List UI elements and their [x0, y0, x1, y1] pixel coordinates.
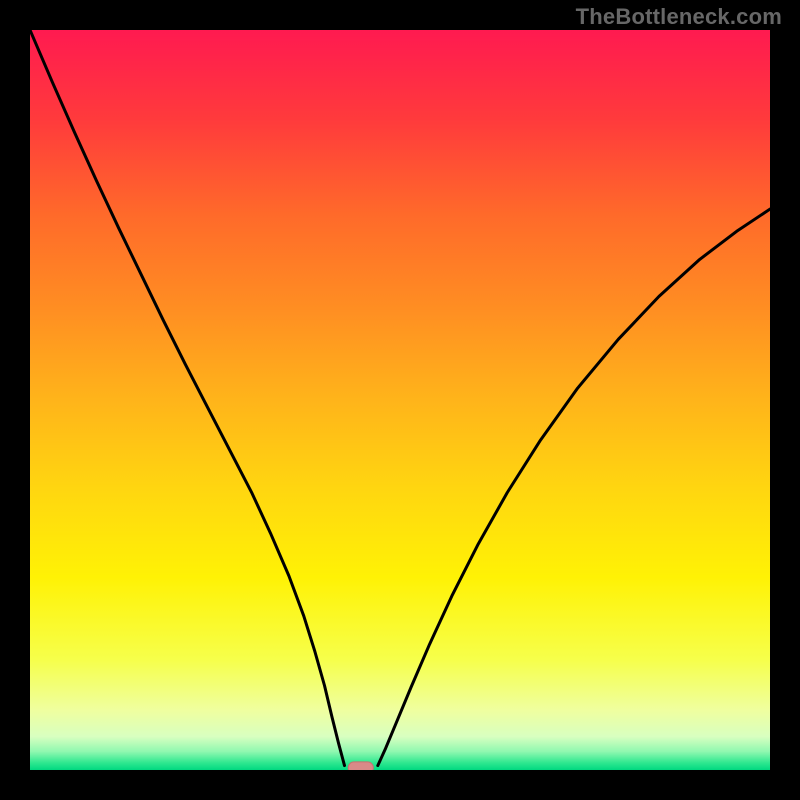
gradient-background	[30, 30, 770, 770]
watermark-text: TheBottleneck.com	[576, 4, 782, 30]
plot-area	[30, 30, 770, 770]
minimum-marker	[348, 762, 373, 770]
chart-svg	[30, 30, 770, 770]
chart-frame: TheBottleneck.com	[0, 0, 800, 800]
